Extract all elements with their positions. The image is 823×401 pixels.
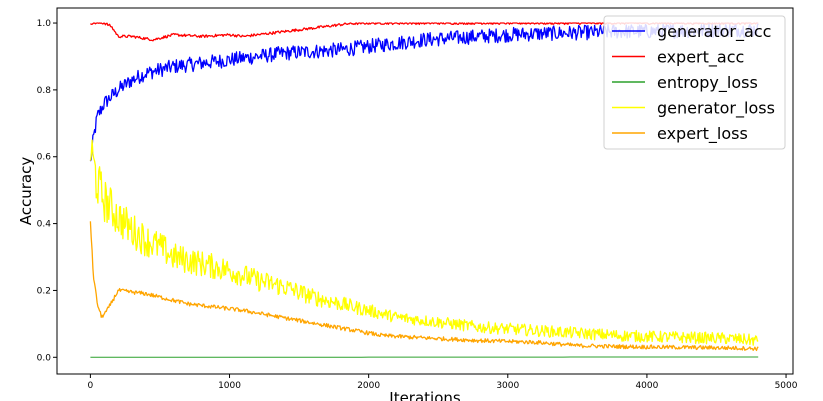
y-tick-label: 0.8 [37, 86, 52, 96]
legend-box [603, 15, 786, 150]
x-tick-label: 1000 [218, 381, 241, 391]
x-tick-label: 4000 [635, 381, 658, 391]
y-tick-label: 0.6 [37, 153, 52, 163]
legend: generator_acc expert_acc entropy_lossgener… [603, 15, 786, 150]
legend-label-entropy-loss: entropy_loss [657, 73, 758, 93]
x-axis-label: Iterations [389, 389, 461, 401]
x-tick-label: 3000 [496, 381, 519, 391]
x-axis-ticks: 0 1000 2000 3000 4000 5000 [88, 374, 798, 391]
legend-label-generator-acc: generator_acc [657, 22, 771, 42]
y-tick-label: 0.0 [37, 353, 52, 363]
series-line-expert-loss [89, 221, 759, 352]
y-axis-label: Accuracy [17, 157, 35, 226]
y-axis-ticks: 0.0 0.2 0.4 0.6 0.8 1.0 [37, 19, 57, 363]
legend-label-generator-loss: generator_loss [657, 99, 775, 119]
legend-label-expert-loss: expert_loss [657, 124, 748, 144]
x-tick-label: 0 [88, 381, 94, 391]
y-tick-label: 1.0 [37, 19, 52, 29]
y-tick-label: 0.2 [37, 286, 51, 296]
legend-label-expert-acc: expert_acc [657, 48, 744, 68]
x-tick-label: 2000 [357, 381, 380, 391]
y-tick-label: 0.4 [37, 220, 52, 230]
series-line-generator-loss [89, 139, 759, 346]
x-tick-label: 5000 [775, 381, 798, 391]
